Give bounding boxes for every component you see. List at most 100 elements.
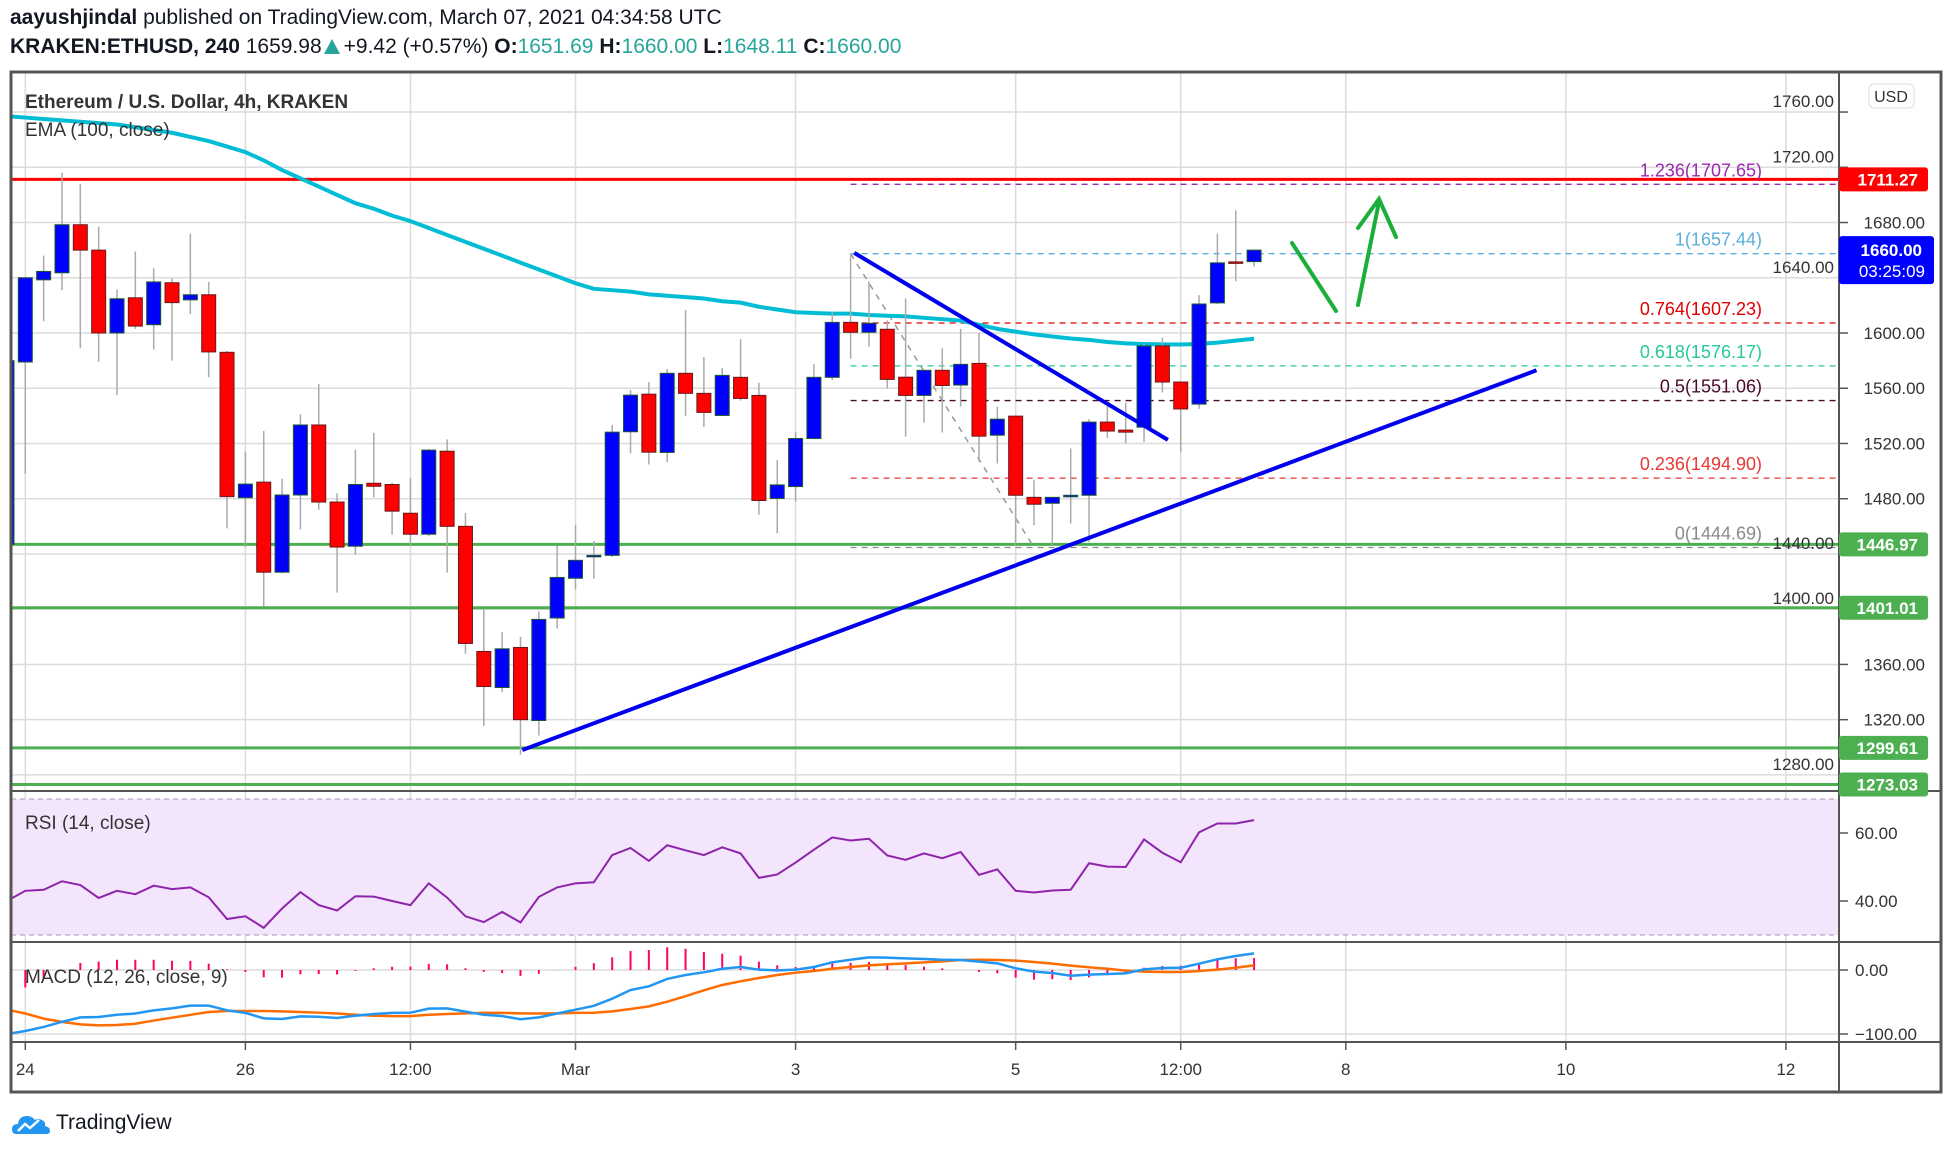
- price-tick-label: 1280.00: [1773, 755, 1834, 774]
- candle-body-down: [127, 297, 143, 327]
- level-price-label: 1401.01: [1857, 599, 1918, 618]
- chart-frame: [9, 70, 1943, 1094]
- candle: [1191, 295, 1207, 409]
- macd-pane[interactable]: [7, 947, 1256, 1035]
- candle-body-down: [751, 394, 767, 502]
- rsi-legend[interactable]: RSI (14, close): [25, 813, 151, 834]
- price-tick-label: 1680.00: [1864, 214, 1925, 233]
- triangle-up-icon: [323, 39, 340, 54]
- last-price-label-box: [1839, 236, 1934, 285]
- candle: [219, 350, 235, 529]
- candle-body-down: [641, 393, 657, 453]
- high-label: H:: [599, 35, 622, 58]
- candle-body-up: [1044, 496, 1060, 504]
- candle-body-down: [1228, 261, 1244, 264]
- rsi-pane[interactable]: [7, 819, 1255, 930]
- candle-body-down: [164, 282, 180, 304]
- candle-body-up: [586, 554, 602, 558]
- candle: [54, 172, 70, 291]
- candle: [843, 253, 859, 359]
- candle-body-down: [1154, 345, 1170, 383]
- level-price-label-box: [1839, 595, 1928, 620]
- candle-body-down: [512, 646, 528, 721]
- time-tick-label: 3: [791, 1060, 800, 1079]
- candle: [1209, 233, 1225, 304]
- macd-signal-line: [11, 958, 1255, 1027]
- candle: [91, 226, 107, 363]
- logo-text: TradingView: [56, 1111, 172, 1134]
- candle-body-up: [714, 374, 730, 416]
- price-tick-label: 1520.00: [1864, 434, 1925, 453]
- candle-body-up: [1136, 345, 1152, 428]
- candle: [861, 281, 877, 347]
- candle-body-up: [292, 424, 308, 496]
- tradingview-logo[interactable]: TradingView: [12, 1110, 172, 1136]
- candle: [274, 478, 290, 574]
- candle-body-down: [91, 249, 107, 334]
- ema-line: [11, 114, 1255, 347]
- candle-body-down: [1118, 429, 1134, 433]
- candle: [1008, 415, 1024, 546]
- candle-body-down: [696, 392, 712, 413]
- time-tick-label: Mar: [561, 1060, 591, 1079]
- low-value: 1648.11: [723, 35, 798, 58]
- high-value: 1660.00: [621, 35, 698, 58]
- currency-label: USD: [1874, 89, 1908, 106]
- candle: [1081, 419, 1097, 542]
- time-tick-label: 10: [1556, 1060, 1575, 1079]
- candle: [182, 233, 198, 315]
- macd-legend[interactable]: MACD (12, 26, close, 9): [25, 967, 228, 988]
- currency-button[interactable]: USD: [1868, 83, 1915, 109]
- candle-body-down: [439, 450, 455, 527]
- candle: [604, 424, 620, 557]
- fib-level-label: 1.236(1707.65): [1640, 160, 1762, 180]
- close-value: 1660.00: [825, 35, 902, 58]
- price-tick-label: 1360.00: [1864, 655, 1925, 674]
- bar-countdown: 03:25:09: [1859, 262, 1925, 281]
- candle-body-down: [934, 369, 950, 386]
- candle-body-up: [1063, 494, 1079, 498]
- rsi-band-fill: [11, 799, 1839, 935]
- rsi-line: [11, 819, 1255, 930]
- cloud-logo-icon: [12, 1116, 50, 1134]
- candle: [402, 478, 418, 547]
- candle-body-up: [568, 559, 583, 579]
- candle: [934, 348, 950, 433]
- candle: [164, 278, 180, 361]
- level-price-label-box: [1839, 772, 1928, 797]
- author-name[interactable]: aayushjindal: [10, 6, 138, 29]
- macd-tick-label: 0.00: [1855, 961, 1888, 980]
- candle-body-up: [549, 576, 565, 619]
- candle: [568, 524, 583, 590]
- macd-tick-label: −100.00: [1855, 1025, 1917, 1044]
- candle: [971, 333, 987, 462]
- publish-info: aayushjindal published on TradingView.co…: [10, 6, 722, 30]
- ema-legend[interactable]: EMA (100, close): [25, 120, 170, 141]
- candle-body-down: [678, 372, 694, 394]
- candle: [494, 632, 510, 693]
- candle-body-down: [384, 483, 400, 512]
- level-price-label-box: [1839, 532, 1928, 557]
- candle: [824, 312, 840, 380]
- candle-body-up: [421, 449, 437, 535]
- candle: [384, 482, 400, 535]
- price-tick-label: 1600.00: [1864, 324, 1925, 343]
- candle-body-up: [659, 372, 675, 453]
- candle-body-down: [898, 376, 914, 396]
- candle: [623, 390, 639, 454]
- candle: [586, 540, 602, 579]
- candle-body-down: [1173, 381, 1189, 410]
- candle-body-up: [347, 483, 363, 547]
- candle-body-down: [733, 376, 749, 399]
- candle-body-up: [17, 277, 33, 363]
- candle: [512, 636, 528, 755]
- candle-body-up: [1081, 421, 1097, 496]
- main-pane[interactable]: 1.236(1707.65) 1(1657.44) 0.764(1607.23) 0.…: [0, 114, 1839, 787]
- level-price-label: 1273.03: [1857, 776, 1918, 795]
- time-tick-label: 26: [236, 1060, 255, 1079]
- candle-body-down: [402, 512, 418, 535]
- close-value-label: C:: [803, 35, 826, 58]
- candle-body-up: [146, 281, 162, 326]
- symbol-info: KRAKEN:ETHUSD, 240 1659.98 +9.42 (+0.57%)…: [10, 35, 901, 59]
